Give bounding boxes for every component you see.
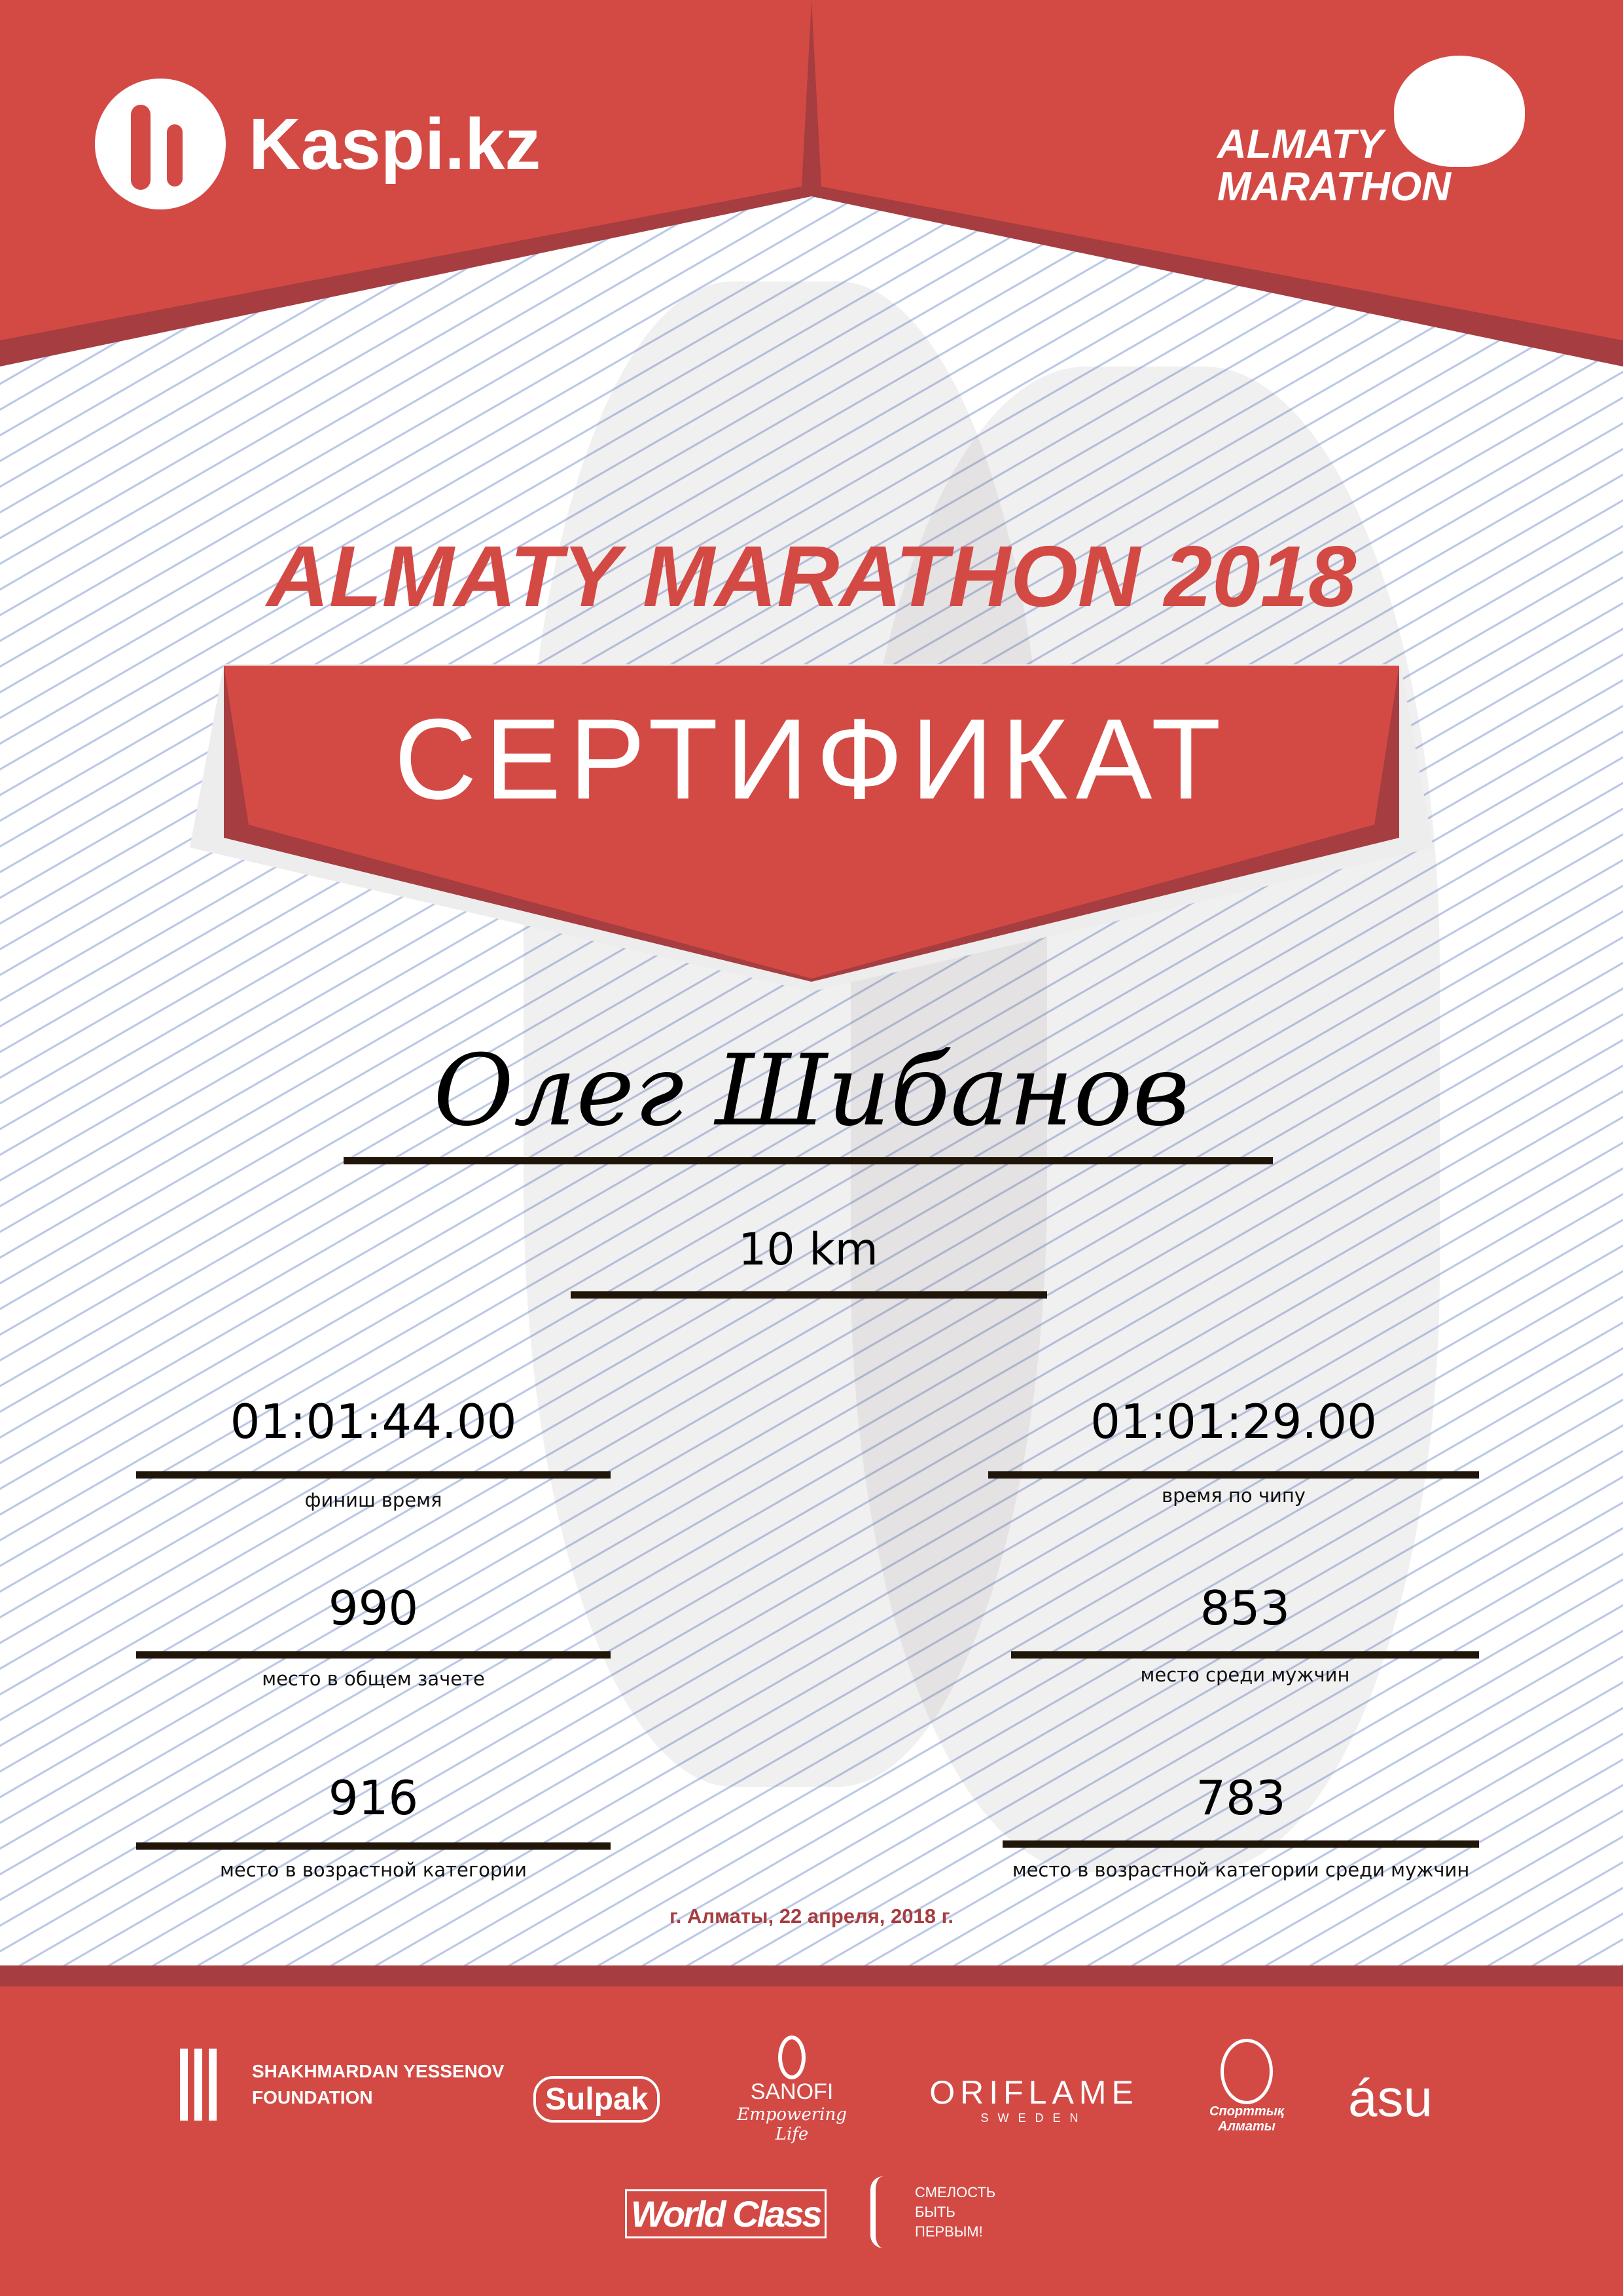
sponsor-sanofi: SANOFI Empowering Life [726, 2036, 857, 2144]
event-date: г. Алматы, 22 апреля, 2018 г. [669, 1905, 954, 1928]
distance-underline [571, 1291, 1047, 1299]
almaty-marathon-logo: ALMATY MARATHON [1217, 56, 1531, 213]
age-category-label: место в возрастной категории [220, 1859, 527, 1881]
sponsor-yessenov: SHAKHMARDAN YESSENOV FOUNDATION [180, 2049, 504, 2121]
header-banner [0, 0, 1623, 367]
runner-photo-woman [851, 367, 1440, 1872]
overall-place: 990 [328, 1581, 419, 1636]
sponsor-sulpak: Sulpak [533, 2076, 660, 2123]
name-underline [344, 1157, 1273, 1164]
age-category-men-underline [1003, 1840, 1479, 1848]
men-place: 853 [1200, 1581, 1291, 1636]
chip-time-underline [988, 1471, 1479, 1479]
finish-time-underline [136, 1471, 611, 1479]
sponsor-oriflame: ORIFLAME SWEDEN [929, 2074, 1139, 2125]
sponsor-asu: ásu [1348, 2069, 1433, 2127]
fund-emblem-icon [870, 2176, 902, 2248]
footer-band-dark [0, 1965, 1623, 1986]
footer [0, 1986, 1623, 2296]
sponsor-world-class: World Class [625, 2189, 827, 2238]
overall-place-label: место в общем зачете [262, 1668, 485, 1690]
distance: 10 km [738, 1224, 878, 1276]
overall-place-underline [136, 1651, 611, 1659]
sport-almaty-emblem-icon [1221, 2039, 1273, 2104]
event-title: ALMATY MARATHON 2018 [266, 528, 1357, 624]
runner-photo-man [524, 281, 1047, 1787]
sanofi-emblem-icon [778, 2036, 806, 2079]
men-place-underline [1011, 1651, 1479, 1659]
finish-time: 01:01:44.00 [230, 1394, 517, 1449]
sponsor-fund: СМЕЛОСТЬ БЫТЬ ПЕРВЫМ! [870, 2176, 995, 2248]
age-category-men-place: 783 [1196, 1770, 1286, 1825]
men-place-label: место среди мужчин [1140, 1664, 1350, 1686]
yessenov-emblem-icon [180, 2049, 219, 2121]
age-category-place: 916 [328, 1770, 419, 1825]
sponsor-sport-almaty: Спорттық Алматы [1204, 2039, 1289, 2134]
chip-time: 01:01:29.00 [1090, 1394, 1377, 1449]
age-category-men-label: место в возрастной категории среди мужчи… [1012, 1859, 1470, 1881]
participant-name: Олег Шибанов [433, 1034, 1190, 1148]
certificate-banner-shape [190, 664, 1433, 992]
age-category-underline [136, 1842, 611, 1850]
runner-emblem-icon [1394, 56, 1525, 167]
finish-time-label: финиш время [304, 1489, 442, 1511]
kaspi-logo: Kaspi.kz [95, 79, 541, 209]
certificate-heading: СЕРТИФИКАТ [394, 696, 1229, 823]
kaspi-emblem-icon [95, 79, 226, 209]
chip-time-label: время по чипу [1162, 1484, 1306, 1507]
